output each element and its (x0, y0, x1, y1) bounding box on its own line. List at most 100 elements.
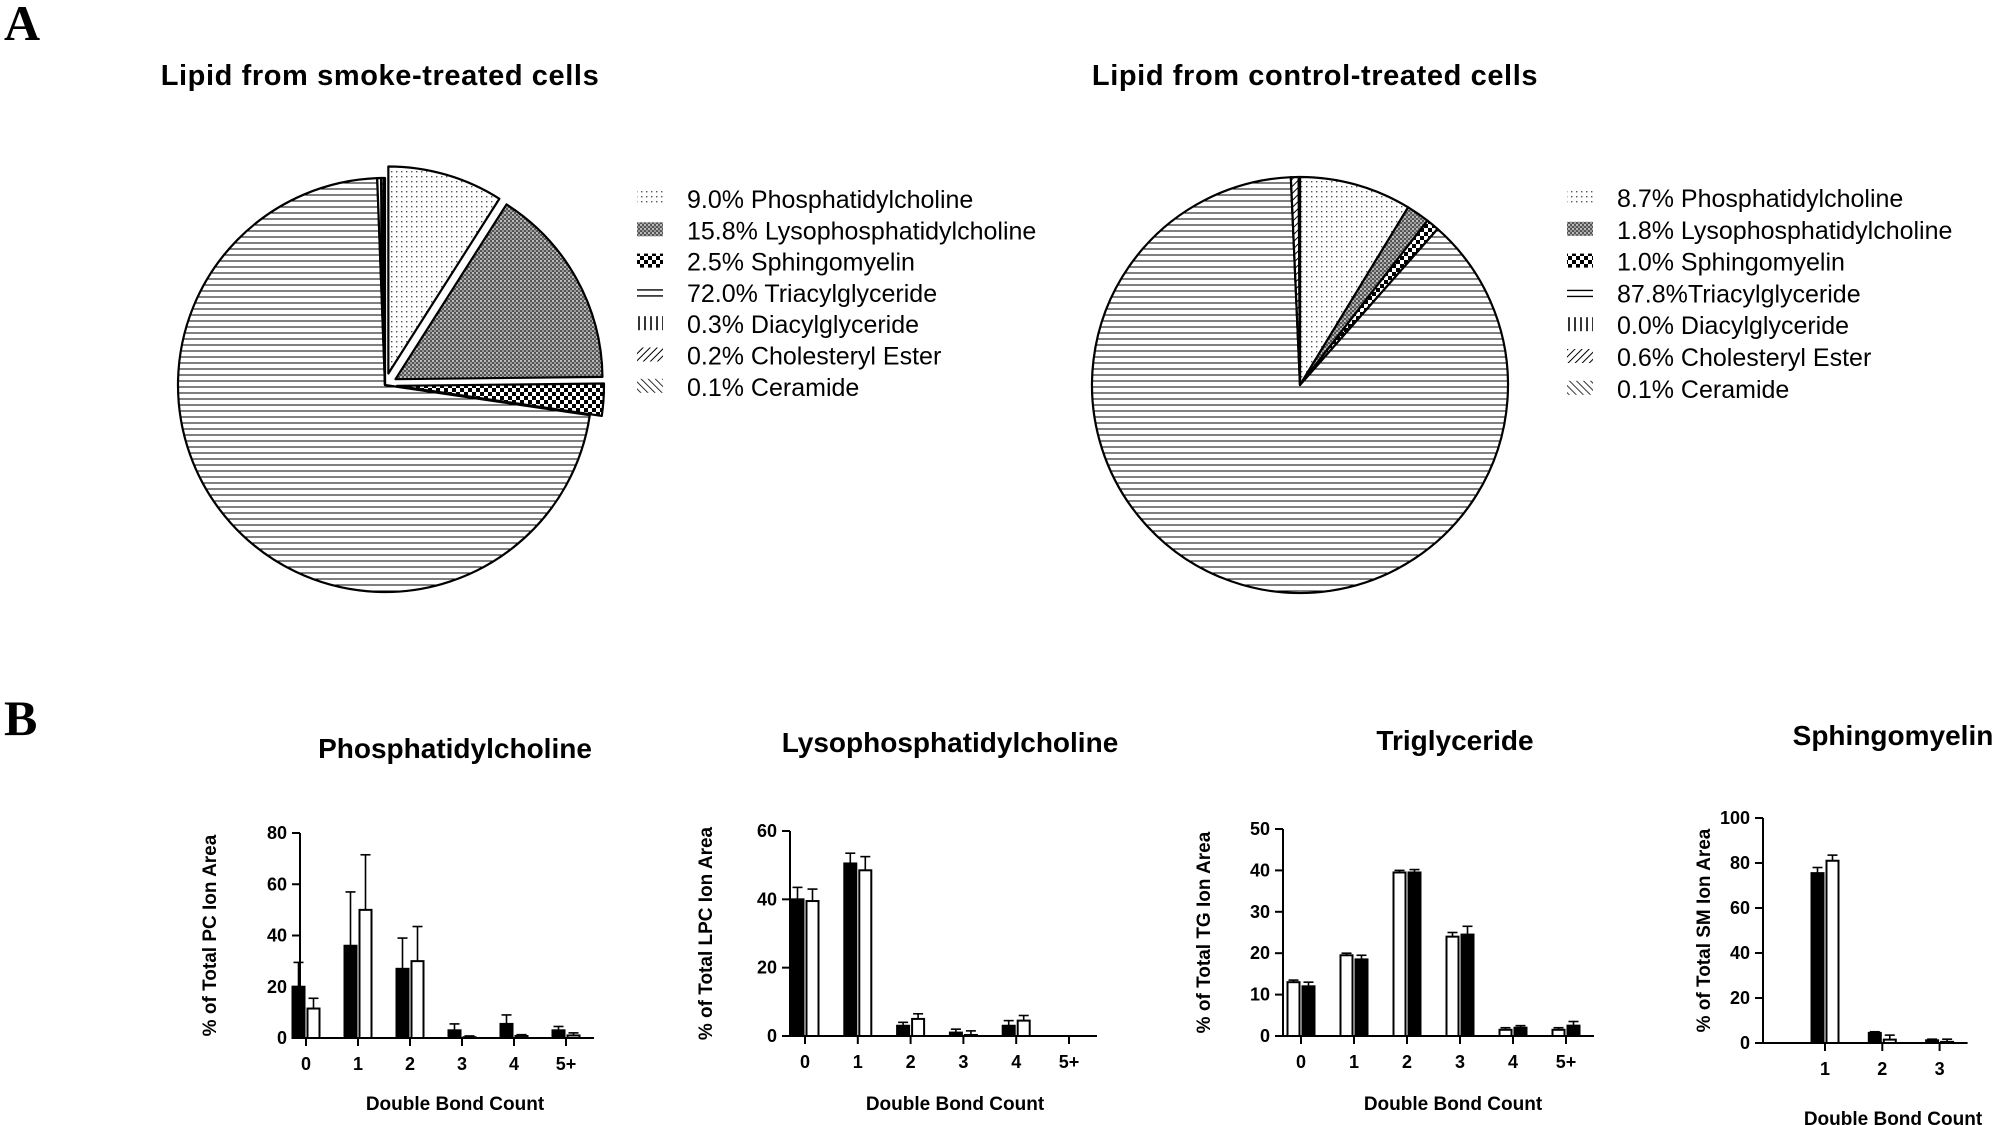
bar-smoke-4 (1001, 1024, 1016, 1037)
bar-control-3 (1460, 933, 1475, 1038)
bar-control-1 (358, 908, 373, 1039)
bar-smoke-0 (291, 985, 306, 1039)
y-tick-label: 20 (757, 958, 777, 978)
bar-control-5 (1566, 1024, 1581, 1038)
y-tick-label: 0 (1260, 1026, 1270, 1046)
x-tick-label: 3 (1935, 1059, 1945, 1079)
chart-title: Sphingomyelin (1793, 720, 1994, 751)
x-tick-label: 4 (1508, 1052, 1518, 1072)
y-tick-label: 0 (277, 1028, 287, 1048)
x-tick-label: 1 (853, 1052, 863, 1072)
y-tick-label: 40 (267, 926, 287, 946)
y-axis-label: % of Total TG Ion Area (1194, 831, 1215, 1033)
x-tick-label: 3 (457, 1054, 467, 1074)
legend-label: 0.3% Diacylglyceride (687, 311, 919, 339)
bar-smoke-0 (790, 898, 805, 1037)
y-tick-label: 40 (1250, 860, 1270, 880)
y-tick-label: 60 (1730, 898, 1750, 918)
pie-chart-smoke: Lipid from smoke-treated cells 9.0% Phosp… (161, 60, 1036, 594)
y-tick-label: 10 (1250, 985, 1270, 1005)
bar-control-0 (306, 1007, 321, 1039)
legend-label: 0.1% Ceramide (1617, 376, 1789, 404)
legend-swatch-sphingomyelin (637, 253, 663, 268)
x-tick-label: 3 (1455, 1052, 1465, 1072)
bar-control-0 (1301, 985, 1316, 1038)
pie-title: Lipid from smoke-treated cells (161, 60, 600, 92)
legend-swatch-ceramide (1567, 380, 1593, 395)
chart-title: Triglyceride (1376, 725, 1533, 756)
legend-swatch-lysophosphatidylcholine (637, 222, 663, 237)
panel-b-label: B (4, 690, 37, 746)
x-tick-label: 4 (1011, 1052, 1021, 1072)
bar-chart-phosphatidylcholine: Phosphatidylcholine 0 20 40 60 80 0 1 2 3 4 5+ Doubl… (200, 733, 594, 1115)
panel-a-label: A (4, 0, 40, 51)
y-tick-label: 40 (1730, 943, 1750, 963)
x-axis-label: Double Bond Count (366, 1094, 545, 1115)
pie-slice-phosphatidylcholine (1298, 175, 1410, 387)
y-tick-label: 80 (1730, 853, 1750, 873)
x-tick-label: 1 (1820, 1059, 1830, 1079)
x-tick-label: 5+ (556, 1054, 577, 1074)
bar-control-0 (805, 900, 820, 1038)
pie-slice-sphingomyelin (395, 382, 606, 418)
bar-control-4 (1016, 1019, 1031, 1037)
legend-swatch-triacylglyceride (637, 284, 663, 299)
bar-smoke-1 (843, 862, 858, 1037)
bar-control-3 (1940, 1040, 1955, 1044)
x-tick-label: 1 (353, 1054, 363, 1074)
legend-label: 2.5% Sphingomyelin (687, 249, 915, 277)
legend-swatch-sphingomyelin (1567, 253, 1593, 268)
pie-title: Lipid from control-treated cells (1092, 60, 1538, 92)
x-tick-label: 1 (1349, 1052, 1359, 1072)
x-tick-label: 2 (405, 1054, 415, 1074)
bar-smoke-1 (1810, 872, 1825, 1044)
bar-smoke-3 (948, 1031, 963, 1038)
bar-chart-lysophosphatidylcholine: Lysophosphatidylcholine 0 20 40 60 0 1 2 3 4 5+ Dou… (696, 727, 1118, 1115)
chart-title: Lysophosphatidylcholine (782, 727, 1119, 758)
bar-control-5 (566, 1034, 581, 1039)
bar-smoke-0 (1286, 981, 1301, 1037)
y-tick-label: 80 (267, 823, 287, 843)
x-tick-label: 2 (1402, 1052, 1412, 1072)
bar-control-3 (963, 1033, 978, 1037)
pie-slice-lysophosphatidylcholine (394, 203, 604, 381)
bar-control-2 (1882, 1038, 1897, 1044)
y-axis-label: % of Total LPC Ion Area (696, 826, 717, 1040)
legend-swatch-diacylglyceride (637, 316, 663, 331)
x-tick-label: 2 (906, 1052, 916, 1072)
bar-control-1 (1354, 958, 1369, 1037)
bar-control-2 (410, 960, 425, 1039)
bar-smoke-2 (896, 1024, 911, 1037)
legend-label: 0.6% Cholesteryl Ester (1617, 344, 1871, 372)
y-tick-label: 100 (1720, 808, 1750, 828)
legend-label: 0.2% Cholesteryl Ester (687, 343, 941, 371)
bar-smoke-2 (395, 967, 410, 1039)
x-tick-label: 0 (800, 1052, 810, 1072)
y-tick-label: 40 (757, 889, 777, 909)
legend-label: 9.0% Phosphatidylcholine (687, 186, 973, 214)
bar-smoke-2 (1392, 871, 1407, 1037)
x-tick-label: 4 (509, 1054, 519, 1074)
legend-swatch-diacylglyceride (1567, 317, 1593, 332)
bar-smoke-1 (1339, 954, 1354, 1038)
legend-swatch-triacylglyceride (1567, 285, 1593, 300)
legend-label: 8.7% Phosphatidylcholine (1617, 185, 1903, 213)
bar-control-4 (514, 1034, 529, 1039)
legend-label: 0.0% Diacylglyceride (1617, 312, 1849, 340)
bar-smoke-3 (1445, 935, 1460, 1038)
legend-swatch-cholesteryl-ester (637, 347, 663, 362)
bar-smoke-4 (499, 1022, 514, 1039)
x-axis-label: Double Bond Count (1364, 1094, 1543, 1115)
x-axis-label: Double Bond Count (866, 1094, 1045, 1115)
bar-control-2 (1407, 871, 1422, 1037)
legend-swatch-ceramide (637, 378, 663, 393)
bar-chart-triglyceride: Triglyceride 0 10 20 30 40 50 0 1 2 3 4 5+ Double Bon… (1194, 725, 1594, 1115)
y-tick-label: 0 (1740, 1033, 1750, 1053)
bar-smoke-2 (1867, 1031, 1882, 1044)
legend-label: 15.8% Lysophosphatidylcholine (687, 217, 1036, 245)
y-tick-label: 20 (267, 977, 287, 997)
y-tick-label: 0 (767, 1026, 777, 1046)
y-tick-label: 20 (1250, 943, 1270, 963)
bar-smoke-3 (1925, 1039, 1940, 1045)
legend-swatch-phosphatidylcholine (637, 191, 663, 205)
